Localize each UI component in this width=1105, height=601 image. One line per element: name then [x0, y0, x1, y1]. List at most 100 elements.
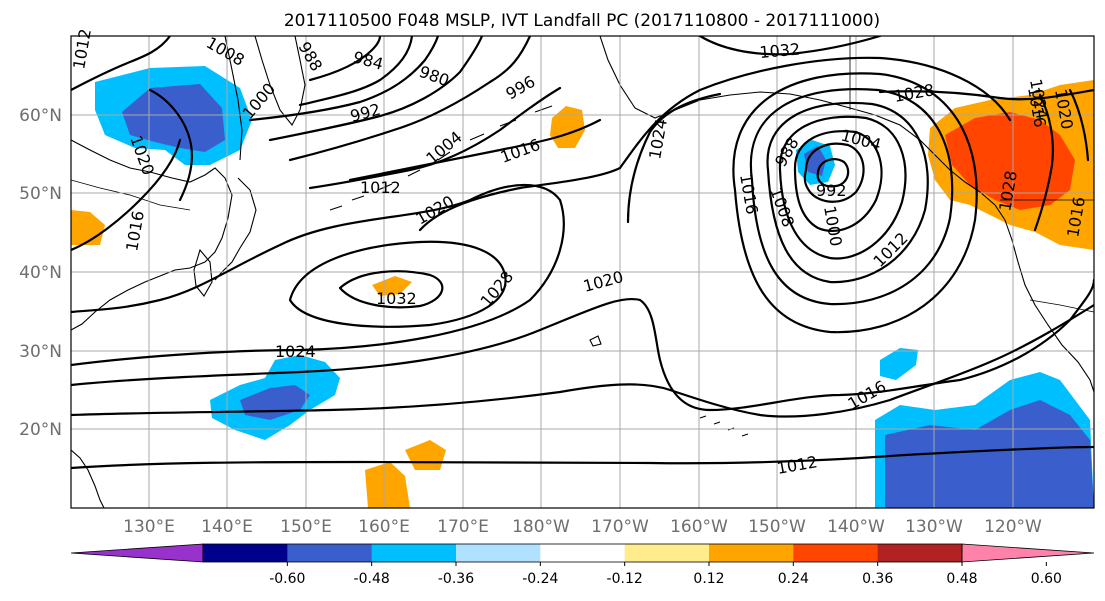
lon-label: 130°E — [123, 517, 175, 537]
colorbar-tick-label: 0.60 — [1031, 571, 1062, 587]
isobar-1024-band — [71, 184, 565, 367]
isobar-984-aleutian — [308, 36, 382, 82]
border-us-mexico — [1029, 299, 1094, 313]
lat-label: 40°N — [19, 263, 62, 283]
neg-region-gulf-alaska-core — [804, 146, 826, 176]
isobar-1020-asia — [148, 88, 194, 202]
lat-label: 50°N — [19, 184, 62, 204]
colorbar-swatch — [456, 544, 541, 562]
isobar-992-aleutian — [298, 36, 414, 107]
asia-coastline — [71, 139, 233, 331]
isobar-1016-nw-america — [1068, 88, 1090, 162]
colorbar-swatch — [624, 544, 710, 562]
isobar-low-996 — [803, 142, 865, 203]
colorbar-extend-high — [961, 543, 1095, 563]
lat-labels: 60°N 50°N 40°N 30°N 20°N — [19, 106, 62, 440]
isobar-low-992 — [816, 158, 850, 188]
map-panel: 1012 1008 988 984 980 1000 992 996 1032 … — [69, 27, 1095, 509]
isobar-1012-asia — [71, 36, 172, 92]
colorbar-tick-label: 0.48 — [946, 571, 977, 587]
lon-labels: 130°E 140°E 150°E 160°E 170°E 180°W 170°… — [123, 517, 1042, 537]
isobar-label: 1032 — [759, 40, 801, 62]
colorbar-ticks: -0.60 -0.48 -0.36 -0.24 -0.12 0.12 0.24 0.36 0.4… — [269, 562, 1062, 587]
isobar-1004-aleutian — [268, 36, 484, 142]
colorbar-tick-label: -0.60 — [269, 571, 305, 587]
isobar-low-1016 — [732, 72, 978, 334]
colorbar-extend-low — [70, 543, 204, 563]
isobar-label: 1032 — [376, 289, 417, 308]
isobar-1000-aleutian — [248, 36, 440, 122]
colorbar-swatch — [287, 544, 373, 562]
colorbar-swatch — [371, 544, 457, 562]
north-america-coastline — [1004, 219, 1094, 393]
map-frame — [70, 35, 1095, 509]
lon-label: 170°W — [591, 517, 649, 537]
isobar-1032-north — [698, 36, 882, 56]
alaska-coastline — [599, 36, 1006, 221]
isobar-1028-north — [878, 88, 1094, 101]
colorbar-tick-label: 0.36 — [862, 571, 893, 587]
lon-label: 150°E — [280, 517, 332, 537]
lat-label: 30°N — [19, 342, 62, 362]
isobar-1020-nw-america — [1033, 93, 1054, 232]
isobar-low-1000 — [793, 130, 883, 233]
isobar-low-1004 — [778, 115, 907, 260]
isobar-1020-band — [71, 278, 1094, 412]
colorbar-swatch — [203, 544, 288, 562]
isobars — [71, 36, 1094, 470]
colorbar-frame — [202, 543, 963, 563]
isobar-label: 1012 — [360, 178, 401, 197]
lon-label: 160°E — [358, 517, 410, 537]
isobar-1016-band — [71, 303, 1094, 418]
isobar-1024-north — [626, 92, 722, 224]
neg-region-hawaii-north — [880, 348, 918, 380]
sea-okhotsk-coast — [224, 36, 243, 161]
colorbar: -0.60 -0.48 -0.36 -0.24 -0.12 0.12 0.24 0.36 0.4… — [70, 543, 1095, 587]
colorbar-swatch — [877, 544, 963, 562]
pos-region-central-pacific — [372, 276, 412, 296]
lon-label: 150°W — [748, 517, 806, 537]
neg-region-east-pacific-core — [885, 400, 1094, 508]
lon-label: 130°W — [905, 517, 963, 537]
border-china-russia — [71, 179, 191, 211]
lon-label: 160°W — [670, 517, 728, 537]
korea-coastline — [193, 248, 213, 297]
isobar-low-1012 — [749, 88, 954, 306]
colorbar-tick-label: 0.12 — [693, 571, 724, 587]
midway-island — [589, 335, 602, 347]
isobar-label: 992 — [816, 181, 847, 200]
isobar-label: 1024 — [275, 342, 316, 361]
colorbar-tick-label: -0.12 — [607, 571, 643, 587]
lon-label: 140°E — [201, 517, 253, 537]
colorbar-swatch — [540, 544, 626, 562]
colorbar-tick-label: -0.48 — [354, 571, 390, 587]
isobar-1016-asia — [71, 138, 182, 252]
neg-region-siberia-core — [122, 84, 225, 152]
isobar-low-1008 — [766, 101, 929, 284]
colorbar-tick-label: 0.24 — [778, 571, 809, 587]
hawaii-islands — [699, 415, 749, 437]
colorbar-swatch — [793, 544, 879, 562]
isobar-1012-band — [71, 445, 1094, 470]
lon-label: 120°W — [984, 517, 1042, 537]
philippines-coast — [71, 449, 105, 508]
colorbar-swatch — [709, 544, 794, 562]
isobar-1032-high — [338, 270, 444, 309]
lon-label: 180°W — [512, 517, 570, 537]
colorbar-tick-label: -0.36 — [438, 571, 474, 587]
isobar-1012-aleutian — [308, 86, 562, 190]
lon-label: 140°W — [827, 517, 885, 537]
lon-label: 170°E — [437, 517, 489, 537]
lat-label: 20°N — [19, 420, 62, 440]
kamchatka-coastline — [254, 36, 306, 126]
lat-label: 60°N — [19, 106, 62, 126]
isobar-1020-aleutian — [418, 56, 1012, 232]
colorbar-tick-label: -0.24 — [522, 571, 558, 587]
isobar-1028-high — [288, 240, 507, 328]
pos-region-south — [365, 462, 410, 508]
isobar-1016-aleutian — [348, 118, 602, 182]
colorbar-swatches — [70, 543, 1095, 563]
figure-title: 2017110500 F048 MSLP, IVT Landfall PC (2… — [284, 11, 880, 31]
isobar-1008-aleutian — [288, 36, 532, 162]
